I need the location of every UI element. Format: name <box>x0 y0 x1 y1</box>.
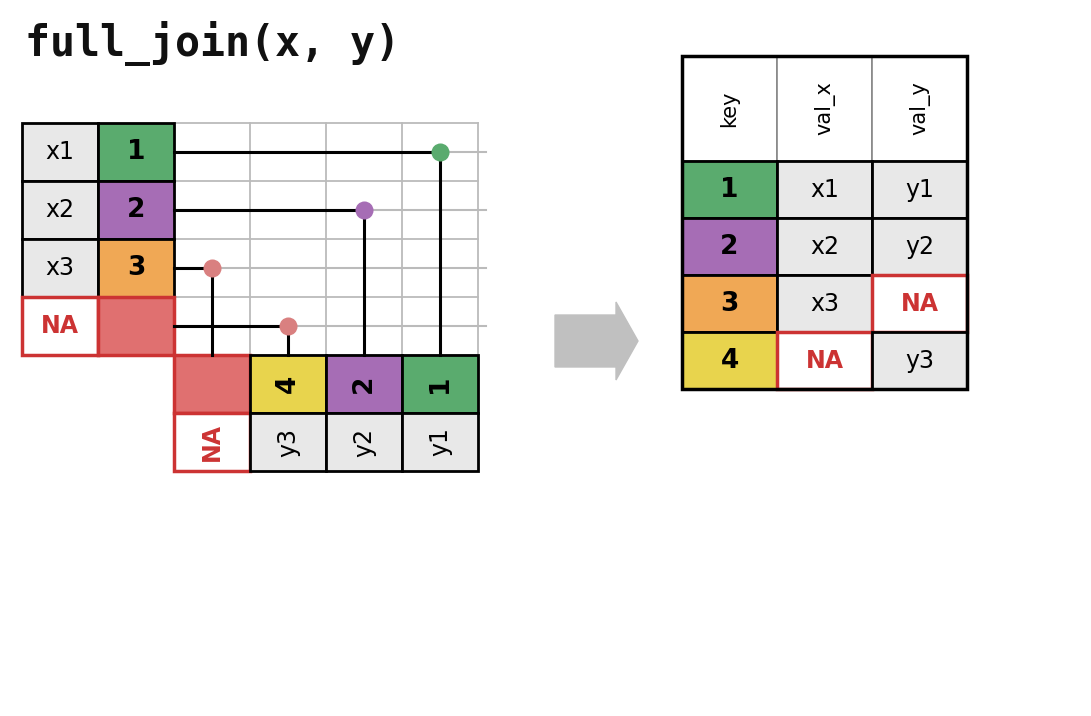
FancyBboxPatch shape <box>250 413 326 471</box>
FancyBboxPatch shape <box>777 275 872 332</box>
Text: x1: x1 <box>810 178 839 201</box>
Text: x2: x2 <box>46 198 74 222</box>
Text: 2: 2 <box>351 374 377 393</box>
Text: y3: y3 <box>276 427 300 457</box>
Text: y3: y3 <box>906 349 934 372</box>
Text: 2: 2 <box>127 197 145 223</box>
Text: x1: x1 <box>46 140 74 164</box>
Text: x3: x3 <box>46 256 74 280</box>
Text: y2: y2 <box>906 235 934 258</box>
FancyBboxPatch shape <box>682 275 777 332</box>
Text: 4: 4 <box>720 347 739 374</box>
FancyBboxPatch shape <box>326 355 401 413</box>
Text: 1: 1 <box>427 374 453 393</box>
FancyBboxPatch shape <box>22 297 98 355</box>
FancyBboxPatch shape <box>872 275 967 332</box>
FancyBboxPatch shape <box>872 332 967 389</box>
FancyBboxPatch shape <box>173 413 250 471</box>
FancyBboxPatch shape <box>250 355 326 413</box>
Text: NA: NA <box>900 291 938 316</box>
FancyBboxPatch shape <box>326 413 401 471</box>
Text: 4: 4 <box>275 375 301 393</box>
FancyBboxPatch shape <box>777 161 872 218</box>
FancyBboxPatch shape <box>401 413 478 471</box>
FancyBboxPatch shape <box>401 355 478 413</box>
FancyBboxPatch shape <box>173 355 250 413</box>
FancyBboxPatch shape <box>682 218 777 275</box>
Text: 3: 3 <box>127 255 145 281</box>
FancyBboxPatch shape <box>22 181 98 239</box>
Text: key: key <box>719 90 740 127</box>
FancyBboxPatch shape <box>872 161 967 218</box>
FancyBboxPatch shape <box>777 218 872 275</box>
FancyBboxPatch shape <box>777 56 872 161</box>
FancyBboxPatch shape <box>872 56 967 161</box>
FancyBboxPatch shape <box>682 161 777 218</box>
Text: y1: y1 <box>428 427 452 456</box>
FancyBboxPatch shape <box>22 123 98 181</box>
FancyArrow shape <box>555 302 638 380</box>
FancyBboxPatch shape <box>98 297 173 355</box>
FancyBboxPatch shape <box>777 332 872 389</box>
Text: NA: NA <box>41 314 79 338</box>
Text: x2: x2 <box>810 235 839 258</box>
Text: 1: 1 <box>127 139 145 165</box>
FancyBboxPatch shape <box>872 218 967 275</box>
Text: y1: y1 <box>906 178 934 201</box>
Text: val_y: val_y <box>909 82 930 135</box>
FancyBboxPatch shape <box>682 332 777 389</box>
FancyBboxPatch shape <box>98 181 173 239</box>
Text: val_x: val_x <box>814 82 835 135</box>
Text: x3: x3 <box>810 291 839 316</box>
Text: NA: NA <box>200 423 224 461</box>
FancyBboxPatch shape <box>98 123 173 181</box>
Text: 3: 3 <box>720 291 739 316</box>
Text: 1: 1 <box>720 177 739 203</box>
Text: 2: 2 <box>720 233 739 259</box>
Text: NA: NA <box>805 349 843 372</box>
FancyBboxPatch shape <box>682 56 777 161</box>
Text: y2: y2 <box>352 427 376 457</box>
FancyBboxPatch shape <box>22 239 98 297</box>
Text: full_join(x, y): full_join(x, y) <box>25 21 400 66</box>
FancyBboxPatch shape <box>98 239 173 297</box>
